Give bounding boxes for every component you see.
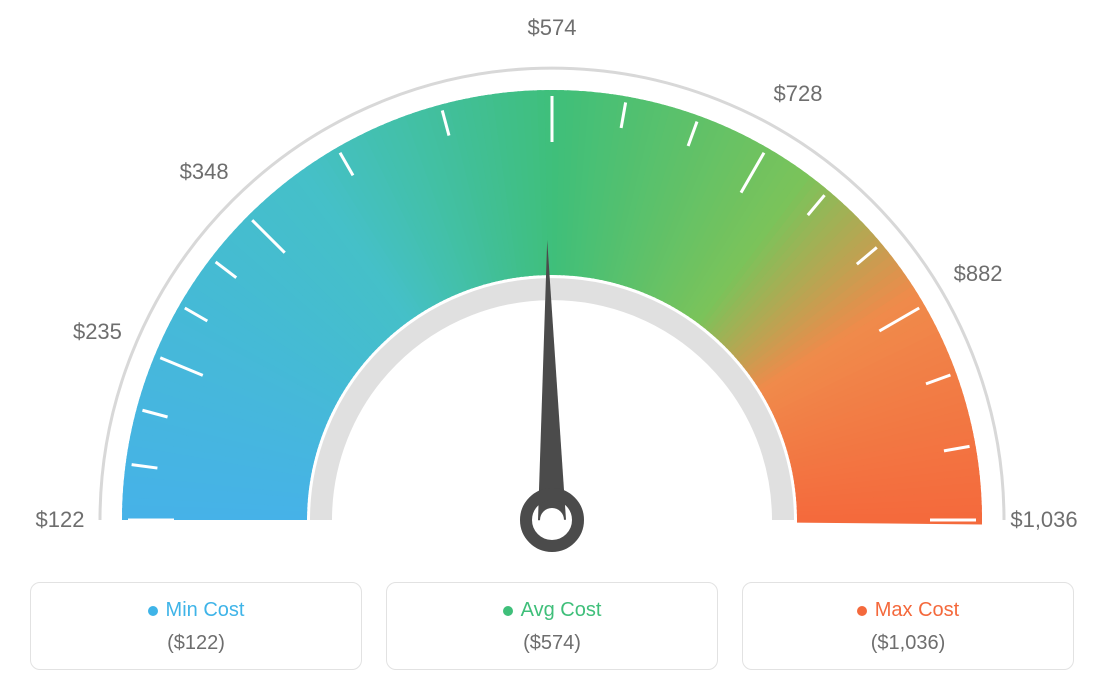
cost-gauge-container: $122 $235 $348 $574 $728 $882 $1,036 Min Cost … — [0, 0, 1104, 690]
gauge-svg — [0, 0, 1104, 560]
legend-value: ($122) — [41, 632, 351, 655]
gauge-tick-label: $574 — [528, 15, 577, 41]
gauge-tick-label: $348 — [180, 159, 229, 185]
gauge: $122 $235 $348 $574 $728 $882 $1,036 — [0, 0, 1104, 560]
legend-title-min: Min Cost — [148, 599, 245, 622]
dot-icon — [503, 606, 513, 616]
legend-value: ($574) — [397, 632, 707, 655]
legend-title-avg: Avg Cost — [503, 599, 602, 622]
gauge-tick-label: $122 — [36, 507, 85, 533]
dot-icon — [148, 606, 158, 616]
gauge-tick-label: $882 — [954, 261, 1003, 287]
legend-label: Min Cost — [166, 599, 245, 622]
legend-title-max: Max Cost — [857, 599, 959, 622]
legend-row: Min Cost ($122) Avg Cost ($574) Max Cost… — [0, 582, 1104, 670]
gauge-tick-label: $728 — [774, 81, 823, 107]
legend-card-max: Max Cost ($1,036) — [742, 582, 1074, 670]
dot-icon — [857, 606, 867, 616]
gauge-tick-label: $1,036 — [1010, 507, 1077, 533]
legend-label: Avg Cost — [521, 599, 602, 622]
legend-card-avg: Avg Cost ($574) — [386, 582, 718, 670]
legend-card-min: Min Cost ($122) — [30, 582, 362, 670]
legend-value: ($1,036) — [753, 632, 1063, 655]
gauge-tick-label: $235 — [73, 319, 122, 345]
legend-label: Max Cost — [875, 599, 959, 622]
